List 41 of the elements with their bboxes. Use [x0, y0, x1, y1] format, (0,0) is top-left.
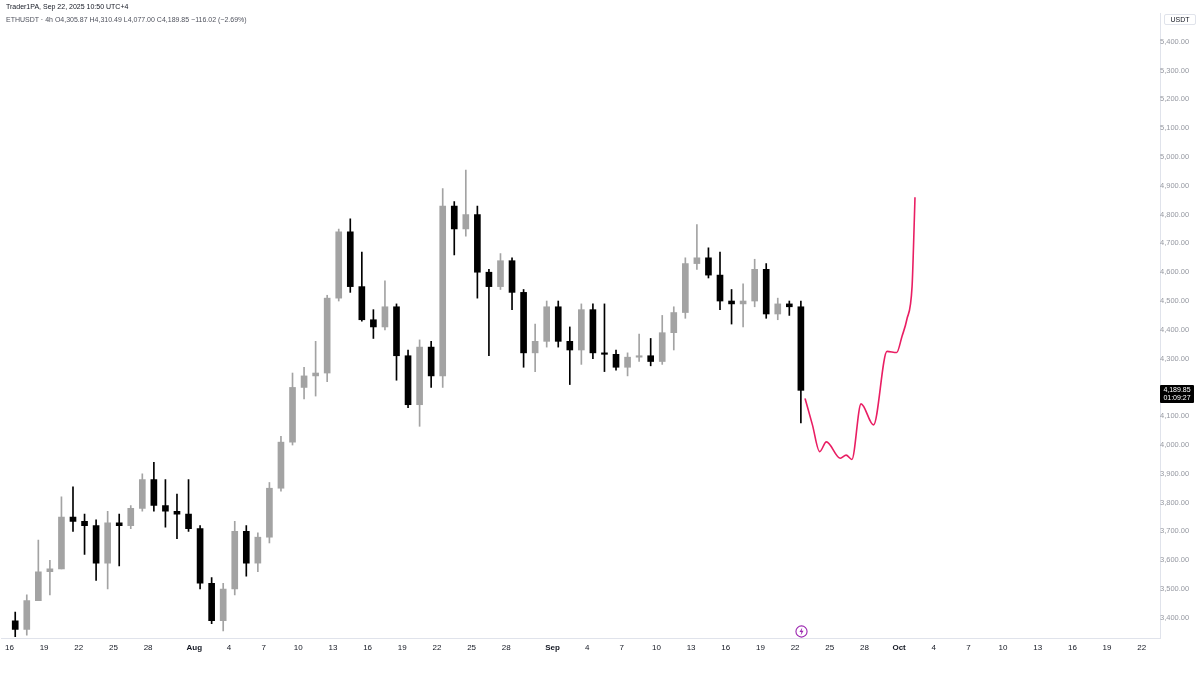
x-tick-label: 16	[5, 643, 15, 652]
candlestick	[69, 486, 77, 532]
candlestick	[462, 169, 470, 237]
x-tick-label: 19	[39, 643, 50, 652]
x-tick-label: Sep	[545, 643, 560, 652]
x-tick-label: 25	[108, 643, 119, 652]
x-tick-label: 16	[1067, 643, 1078, 652]
x-tick-label: 7	[261, 643, 267, 652]
x-tick-label: 25	[467, 643, 477, 652]
x-tick-label: 28	[859, 643, 870, 652]
x-tick-label: 13	[328, 643, 338, 652]
x-tick-label: 25	[825, 643, 835, 652]
x-tick-label: 22	[432, 643, 442, 652]
candlestick	[566, 326, 574, 385]
x-tick-label: 4	[226, 643, 232, 652]
x-tick-label: 10	[293, 643, 304, 652]
x-tick-label: Aug	[186, 643, 203, 652]
x-tick-label: 19	[1102, 643, 1113, 652]
line-series	[804, 197, 916, 461]
x-tick-label: 28	[143, 643, 154, 652]
x-tick-label: 19	[397, 643, 408, 652]
candlestick	[693, 224, 701, 270]
x-tick-label: 28	[501, 643, 512, 652]
x-tick-label: 22	[790, 643, 801, 652]
x-tick-label: 16	[721, 643, 731, 652]
x-tick-label: 22	[1137, 643, 1147, 652]
x-tick-label: 7	[966, 643, 972, 652]
x-tick-label: 22	[74, 643, 84, 652]
x-tick-label: 10	[652, 643, 662, 652]
x-tick-label: 4	[584, 643, 590, 652]
candlestick	[115, 513, 123, 567]
x-tick-label: 13	[686, 643, 697, 652]
x-tick-label: 16	[363, 643, 373, 652]
candlestick	[635, 333, 643, 362]
x-tick-label: 13	[1033, 643, 1043, 652]
x-tick-label: 10	[998, 643, 1009, 652]
candlestick	[485, 269, 493, 357]
x-tick-label: Oct	[892, 643, 907, 652]
x-tick-label: 19	[755, 643, 766, 652]
x-tick-label: 4	[931, 643, 937, 652]
x-tick-label: 7	[619, 643, 625, 652]
